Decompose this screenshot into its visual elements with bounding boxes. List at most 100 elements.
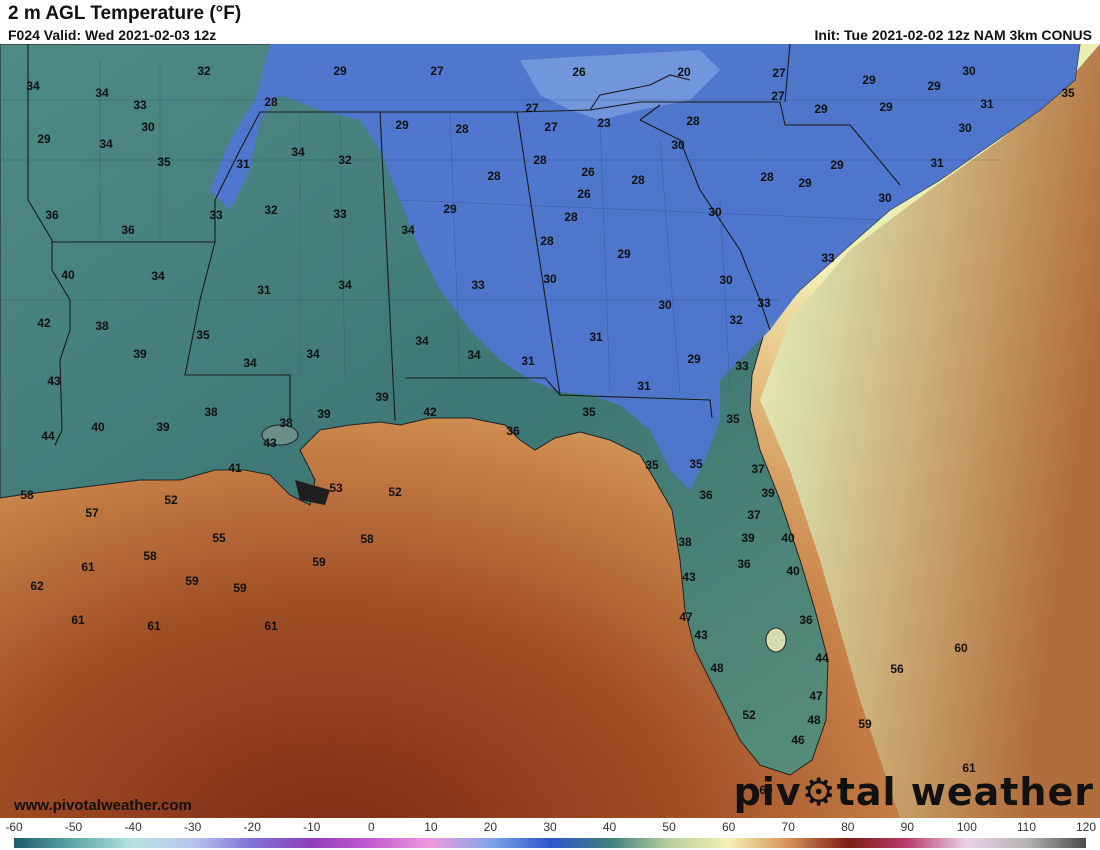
station-temp-8: 29	[333, 64, 347, 78]
website-url[interactable]: www.pivotalweather.com	[14, 797, 192, 814]
station-temp-74: 29	[687, 352, 701, 366]
station-temp-36: 28	[760, 170, 774, 184]
station-temp-84: 35	[726, 412, 740, 426]
station-temp-108: 58	[143, 549, 157, 563]
lakes	[261, 424, 787, 653]
legend-tick: 30	[543, 820, 557, 834]
station-temp-71: 34	[306, 347, 320, 361]
station-temp-127: 47	[809, 689, 823, 703]
atlantic-water	[760, 44, 1100, 818]
station-temp-81: 35	[582, 405, 596, 419]
station-temp-58: 33	[471, 278, 485, 292]
station-temp-45: 32	[264, 203, 278, 217]
sun-gear-icon: ⚙	[801, 770, 837, 814]
station-temp-92: 35	[645, 458, 659, 472]
station-temp-68: 31	[589, 330, 603, 344]
station-temp-130: 59	[858, 717, 872, 731]
legend-tick: -60	[5, 820, 23, 834]
legend-tick: 40	[602, 820, 617, 834]
station-temp-120: 61	[264, 619, 278, 633]
station-temp-51: 34	[401, 223, 415, 237]
legend-tick: 20	[483, 820, 498, 834]
station-temp-41: 26	[577, 187, 591, 201]
station-temp-16: 35	[1061, 86, 1075, 100]
station-temp-72: 34	[467, 348, 481, 362]
station-temp-65: 38	[95, 319, 109, 333]
station-temp-79: 39	[375, 390, 389, 404]
legend-tick: -30	[183, 820, 202, 834]
map-header: 2 m AGL Temperature (°F) F024 Valid: Wed…	[0, 0, 1100, 44]
station-temp-119: 61	[147, 619, 161, 633]
station-temp-121: 36	[799, 613, 813, 627]
legend-tick: -20	[243, 820, 261, 834]
station-temp-21: 29	[879, 100, 893, 114]
station-temp-122: 43	[694, 628, 708, 642]
station-temp-44: 33	[209, 208, 223, 222]
station-temp-11: 20	[677, 65, 691, 79]
legend-tick: 100	[956, 820, 977, 834]
legend-tick: 50	[662, 820, 676, 834]
station-temp-118: 61	[71, 613, 85, 627]
station-temp-99: 36	[699, 488, 713, 502]
station-temp-76: 33	[735, 359, 749, 373]
station-temp-1: 34	[95, 86, 109, 100]
station-temp-107: 40	[781, 531, 795, 545]
station-temp-110: 59	[312, 555, 326, 569]
init-time: Init: Tue 2021-02-02 12z NAM 3km CONUS	[814, 27, 1093, 43]
station-temp-5: 34	[99, 137, 113, 151]
station-temp-40: 28	[487, 169, 501, 183]
legend-tick: 10	[424, 820, 438, 834]
station-temp-28: 30	[958, 121, 972, 135]
station-temp-30: 34	[291, 145, 305, 159]
station-temp-100: 39	[761, 486, 775, 500]
station-temp-109: 61	[81, 560, 95, 574]
station-temp-60: 30	[719, 273, 733, 287]
station-temp-128: 52	[742, 708, 756, 722]
state-borders	[27, 44, 901, 446]
station-temp-69: 34	[415, 334, 429, 348]
station-temp-13: 29	[862, 73, 876, 87]
station-temp-126: 56	[890, 662, 904, 676]
brand-logo: piv⚙tal weather	[734, 770, 1094, 814]
station-temp-35: 28	[631, 173, 645, 187]
county-lines	[0, 60, 1050, 396]
legend-color-bar	[14, 838, 1086, 848]
temperature-map[interactable]: 34 34 33 30 29 34 35 32 29 27 26 20 27 29 30 29 35 28 27 27…	[0, 44, 1100, 818]
station-temp-18: 27	[525, 101, 539, 115]
station-temp-133: 60	[759, 783, 773, 797]
station-temp-93: 35	[689, 457, 703, 471]
station-temp-12: 27	[772, 66, 786, 80]
station-temp-62: 30	[658, 298, 672, 312]
station-temp-49: 30	[708, 205, 722, 219]
station-temp-86: 39	[156, 420, 170, 434]
legend-tick: 60	[721, 820, 736, 834]
station-temp-102: 37	[747, 508, 761, 522]
station-temp-17: 28	[264, 95, 278, 109]
legend-tick: 80	[841, 820, 855, 834]
legend-tick: 90	[900, 820, 915, 834]
station-temp-22: 31	[980, 97, 994, 111]
legend-tick: 70	[781, 820, 795, 834]
station-temp-104: 58	[360, 532, 374, 546]
station-temp-87: 38	[279, 416, 293, 430]
station-temp-9: 27	[430, 64, 444, 78]
station-temp-95: 58	[20, 488, 34, 502]
legend-tick: -50	[64, 820, 83, 834]
station-temp-70: 39	[133, 347, 147, 361]
station-temp-33: 28	[533, 153, 547, 167]
station-temp-10: 26	[572, 65, 586, 79]
station-temp-96: 53	[329, 481, 343, 495]
station-temp-37: 29	[830, 158, 844, 172]
station-temp-113: 43	[682, 570, 696, 584]
station-temp-25: 27	[544, 120, 558, 134]
station-temp-132: 61	[962, 761, 976, 775]
station-temp-0: 34	[26, 79, 40, 93]
station-temp-112: 40	[786, 564, 800, 578]
cold-air-region	[210, 44, 1080, 490]
station-temp-32: 31	[236, 157, 250, 171]
legend-tick: 120	[1075, 820, 1097, 834]
station-temp-89: 44	[41, 429, 55, 443]
station-temp-88: 36	[506, 424, 520, 438]
station-temp-67: 35	[196, 328, 210, 342]
station-temp-106: 39	[741, 531, 755, 545]
